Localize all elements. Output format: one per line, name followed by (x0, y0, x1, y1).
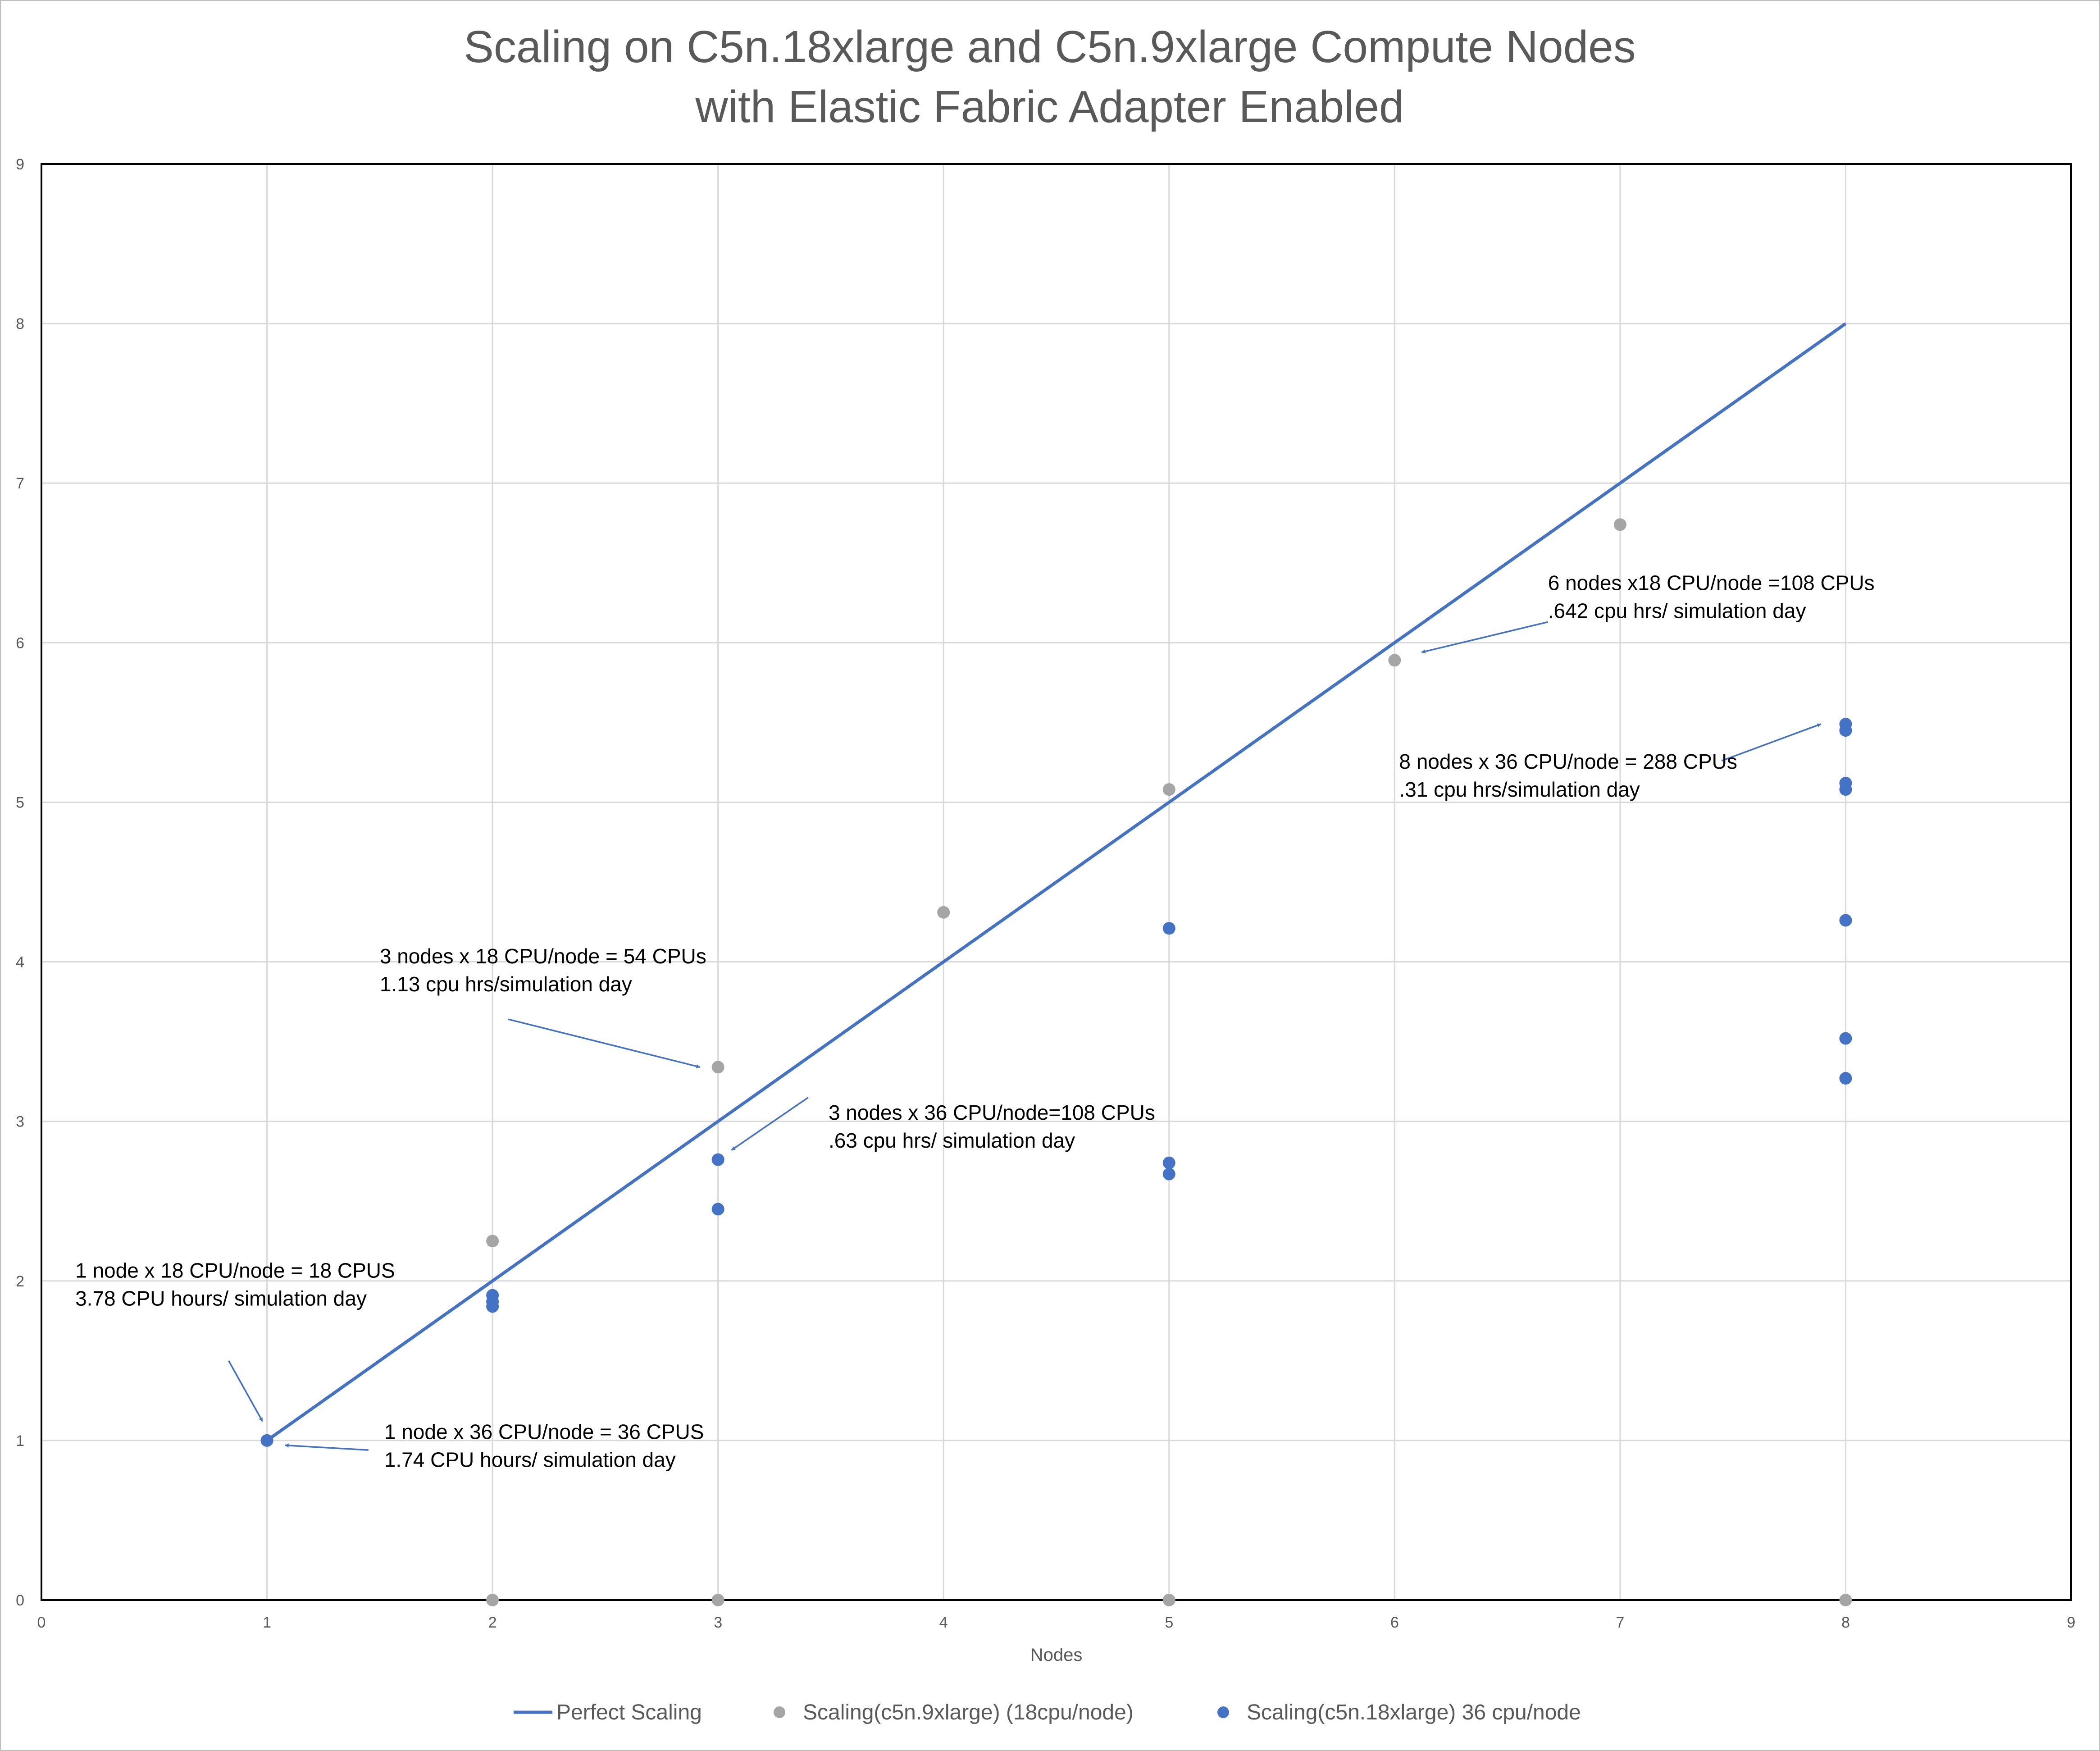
annotation-text-line: 3.78 CPU hours/ simulation day (75, 1287, 367, 1310)
data-point (937, 906, 950, 919)
data-point (486, 1300, 499, 1313)
data-point (1162, 1167, 1175, 1181)
y-axis-tick-labels: 0 1 2 3 4 5 6 7 8 9 (16, 156, 24, 1609)
data-point (1839, 783, 1852, 796)
annotation-1: 1 node x 18 CPU/node = 18 CPUS 3.78 CPU h… (75, 1259, 395, 1422)
chart-title-line-2: with Elastic Fabric Adapter Enabled (695, 82, 1404, 132)
annotation-text-line: 3 nodes x 36 CPU/node=108 CPUs (829, 1101, 1155, 1124)
annotation-text-line: 6 nodes x18 CPU/node =108 CPUs (1548, 571, 1875, 594)
legend: Perfect Scaling Scaling(c5n.9xlarge) (18c… (514, 1701, 1581, 1724)
y-tick-label: 2 (16, 1273, 24, 1290)
x-tick-label: 2 (488, 1614, 497, 1631)
annotation-text-line: .31 cpu hrs/simulation day (1399, 778, 1640, 801)
annotation-arrow (228, 1360, 264, 1422)
annotation-2: 1 node x 36 CPU/node = 36 CPUS 1.74 CPU h… (284, 1420, 704, 1471)
x-tick-label: 1 (263, 1614, 271, 1631)
perfect-scaling-line (266, 322, 1847, 1442)
annotation-arrow (1421, 621, 1549, 654)
data-point (1613, 518, 1626, 531)
y-tick-label: 9 (16, 156, 24, 173)
data-point (1388, 654, 1401, 667)
x-tick-label: 6 (1390, 1614, 1399, 1631)
legend-marker-swatch (1217, 1706, 1229, 1718)
legend-item-scaling-c5n-9xlarge-18cpu-node: Scaling(c5n.9xlarge) (18cpu/node) (774, 1701, 1134, 1724)
annotation-text-line: 3 nodes x 18 CPU/node = 54 CPUs (380, 944, 706, 968)
legend-label: Scaling(c5n.18xlarge) 36 cpu/node (1247, 1701, 1581, 1724)
series-scaling-c5n-18xlarge-36-cpu-node (260, 717, 1852, 1447)
x-tick-label: 8 (1841, 1614, 1850, 1631)
x-tick-label: 4 (939, 1614, 948, 1631)
legend-marker-swatch (774, 1706, 785, 1718)
x-tick-label: 5 (1165, 1614, 1173, 1631)
data-point (260, 1434, 273, 1447)
annotation-5: 6 nodes x18 CPU/node =108 CPUs .642 cpu h… (1421, 571, 1875, 654)
annotation-text-line: 1 node x 18 CPU/node = 18 CPUS (75, 1259, 395, 1282)
annotation-text-line: 8 nodes x 36 CPU/node = 288 CPUs (1399, 750, 1737, 773)
annotation-3: 3 nodes x 18 CPU/node = 54 CPUs 1.13 cpu … (380, 944, 706, 1068)
y-tick-label: 3 (16, 1113, 24, 1131)
data-point (1162, 922, 1175, 935)
data-point (1839, 914, 1852, 927)
data-point (486, 1235, 499, 1248)
data-point (1162, 1156, 1175, 1169)
annotation-arrow (731, 1097, 809, 1151)
annotation-arrow (1721, 723, 1822, 762)
y-tick-label: 4 (16, 954, 24, 971)
data-point (711, 1594, 724, 1606)
y-tick-label: 7 (16, 475, 24, 492)
y-tick-label: 6 (16, 634, 24, 652)
x-axis-tick-labels: 0 1 2 3 4 5 6 7 8 9 (37, 1614, 2076, 1631)
data-point (486, 1594, 499, 1606)
data-point (711, 1203, 724, 1216)
data-point (711, 1153, 724, 1166)
series-scaling-c5n-9xlarge-18cpu-node (260, 518, 1852, 1606)
legend-item-perfect-scaling: Perfect Scaling (514, 1701, 702, 1724)
annotation-text-line: .642 cpu hrs/ simulation day (1548, 599, 1806, 622)
y-tick-label: 0 (16, 1592, 24, 1609)
legend-label: Scaling(c5n.9xlarge) (18cpu/node) (803, 1701, 1134, 1724)
annotation-text-line: 1.13 cpu hrs/simulation day (380, 972, 632, 996)
annotation-6: 8 nodes x 36 CPU/node = 288 CPUs .31 cpu … (1399, 723, 1822, 801)
data-point (1839, 1032, 1852, 1045)
annotation-text-line: .63 cpu hrs/ simulation day (829, 1129, 1075, 1152)
data-point (1162, 783, 1175, 796)
data-point (711, 1061, 724, 1074)
gridlines (41, 163, 2072, 1601)
x-tick-label: 7 (1616, 1614, 1624, 1631)
y-tick-label: 1 (16, 1432, 24, 1450)
annotations: 1 node x 18 CPU/node = 18 CPUS 3.78 CPU h… (75, 571, 1875, 1471)
legend-item-scaling-c5n-18xlarge-36-cpu-node: Scaling(c5n.18xlarge) 36 cpu/node (1217, 1701, 1581, 1724)
data-series (260, 322, 1852, 1606)
x-axis-title: Nodes (1030, 1645, 1083, 1665)
x-tick-label: 9 (2067, 1614, 2076, 1631)
legend-label: Perfect Scaling (556, 1701, 702, 1724)
chart-title-line-1: Scaling on C5n.18xlarge and C5n.9xlarge … (464, 22, 1636, 72)
annotation-4: 3 nodes x 36 CPU/node=108 CPUs .63 cpu hr… (731, 1097, 1155, 1152)
annotation-text-line: 1.74 CPU hours/ simulation day (384, 1448, 676, 1471)
x-tick-label: 0 (37, 1614, 46, 1631)
y-tick-label: 8 (16, 315, 24, 333)
y-tick-label: 5 (16, 794, 24, 811)
annotation-text-line: 1 node x 36 CPU/node = 36 CPUS (384, 1420, 704, 1443)
data-point (1162, 1594, 1175, 1606)
chart-title: Scaling on C5n.18xlarge and C5n.9xlarge … (464, 22, 1636, 132)
data-point (1839, 724, 1852, 737)
x-tick-label: 3 (714, 1614, 722, 1631)
annotation-arrow (508, 1018, 701, 1068)
annotation-arrow (284, 1443, 369, 1451)
series-perfect-scaling (266, 322, 1847, 1442)
data-point (1839, 1072, 1852, 1085)
plot-area-frame (41, 163, 2072, 1601)
data-point (1839, 1594, 1852, 1606)
